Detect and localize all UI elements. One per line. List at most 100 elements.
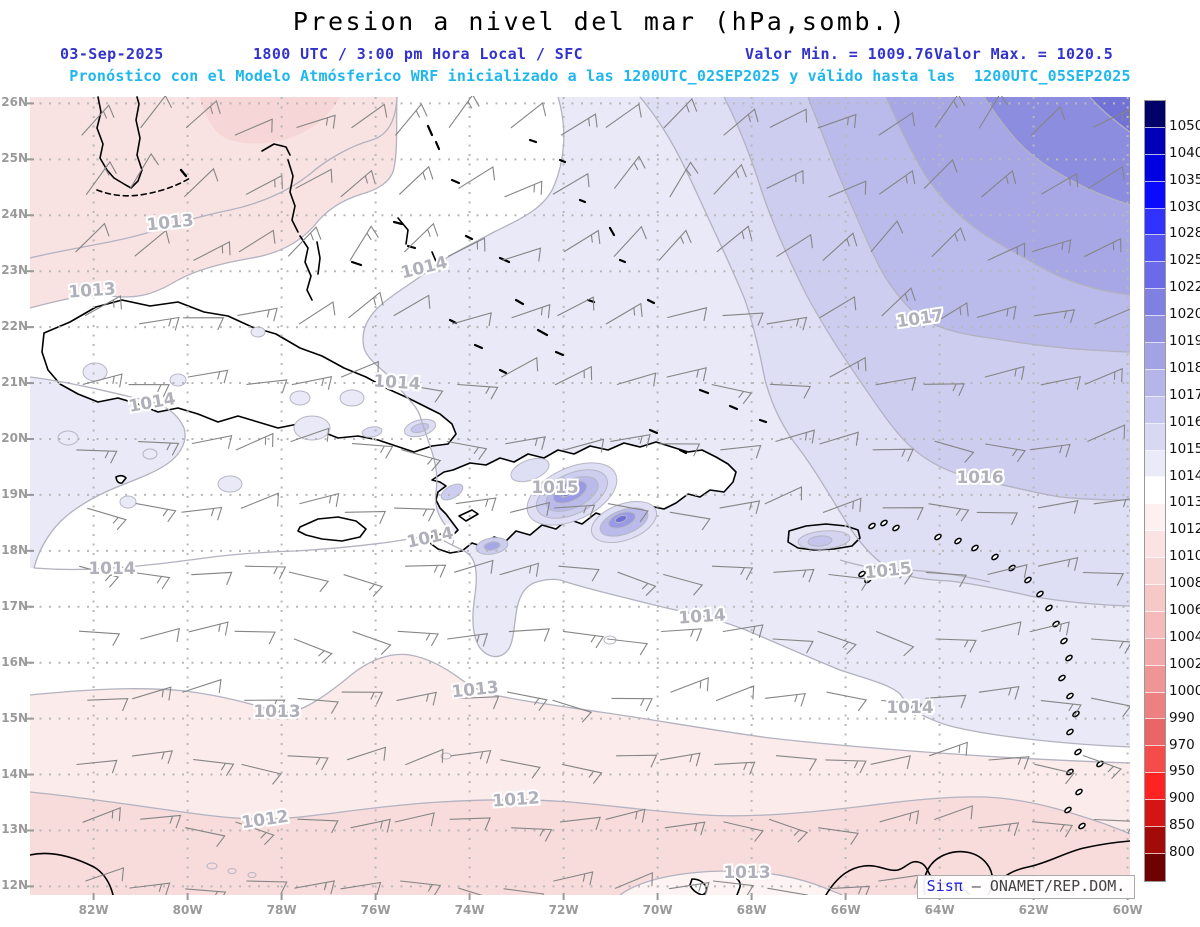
isobar-label: 1014 <box>886 698 933 718</box>
colorbar-tick-label: 970 <box>1169 736 1195 753</box>
colorbar-tick-label: 1002 <box>1169 655 1200 672</box>
colorbar-tick-label: 800 <box>1169 844 1195 861</box>
value-min-label: Valor Min. = 1009.76 <box>745 45 934 63</box>
colorbar-segment <box>1145 477 1165 505</box>
colorbar-segment <box>1145 127 1165 155</box>
isobar-label: 1013 <box>723 863 770 883</box>
colorbar-tick-label: 1017 <box>1169 386 1200 403</box>
colorbar-tick-label: 1028 <box>1169 225 1200 242</box>
isobar-label: 1013 <box>253 702 300 722</box>
colorbar-tick-label: 1013 <box>1169 494 1200 511</box>
colorbar-tick-label: 990 <box>1169 709 1195 726</box>
isobar-label: 1014 <box>88 559 135 579</box>
isobar-label: 1015 <box>531 478 578 498</box>
colorbar-segment <box>1145 800 1165 828</box>
colorbar-segment <box>1145 450 1165 478</box>
colorbar-segment <box>1145 692 1165 720</box>
lat-label: 23N <box>1 263 28 278</box>
colorbar-tick-label: 1040 <box>1169 144 1200 161</box>
lat-label: 19N <box>1 486 28 501</box>
lat-label: 16N <box>1 654 28 669</box>
colorbar-segment <box>1145 773 1165 801</box>
lat-label: 12N <box>1 878 28 893</box>
lon-label: 74W <box>454 903 485 917</box>
wind-barbs <box>75 96 1130 895</box>
lat-label: 22N <box>1 319 28 334</box>
colorbar-segment <box>1145 853 1165 881</box>
lat-label: 24N <box>1 207 28 222</box>
colorbar-tick-label: 1020 <box>1169 306 1200 323</box>
lat-label: 13N <box>1 822 28 837</box>
colorbar <box>1144 100 1166 882</box>
lon-label: 70W <box>642 903 673 917</box>
lat-label: 15N <box>1 710 28 725</box>
lon-label: 76W <box>360 903 391 917</box>
colorbar-segment <box>1145 369 1165 397</box>
colorbar-segment <box>1145 101 1165 128</box>
lon-label: 82W <box>78 903 109 917</box>
isobar-label: 1012 <box>492 788 541 811</box>
isobar-label: 1013 <box>68 279 117 302</box>
colorbar-segment <box>1145 181 1165 209</box>
lon-label: 68W <box>736 903 767 917</box>
colorbar-segment <box>1145 585 1165 612</box>
colorbar-tick-label: 1000 <box>1169 682 1200 699</box>
attribution-text: – ONAMET/REP.DOM. <box>962 877 1126 895</box>
colorbar-segment <box>1145 423 1165 451</box>
colorbar-segment <box>1145 154 1165 182</box>
lon-label: 60W <box>1112 903 1143 917</box>
valid-time-level: 1800 UTC / 3:00 pm Hora Local / SFC <box>253 45 584 63</box>
lon-label: 66W <box>830 903 861 917</box>
lesser-antilles-islands <box>858 519 1104 830</box>
colorbar-segment <box>1145 611 1165 639</box>
lat-label: 21N <box>1 375 28 390</box>
colorbar-segment <box>1145 746 1165 774</box>
colorbar-tick-label: 1019 <box>1169 333 1200 350</box>
colorbar-segment <box>1145 289 1165 317</box>
colorbar-tick-label: 1018 <box>1169 359 1200 376</box>
lat-label: 20N <box>1 430 28 445</box>
colorbar-tick-label: 1012 <box>1169 521 1200 538</box>
colorbar-segment <box>1145 719 1165 747</box>
colorbar-tick-label: 1022 <box>1169 279 1200 296</box>
lon-label: 78W <box>266 903 297 917</box>
lat-label: 25N <box>1 151 28 166</box>
colorbar-tick-label: 1015 <box>1169 440 1200 457</box>
colorbar-tick-label: 1008 <box>1169 575 1200 592</box>
colorbar-segment <box>1145 638 1165 666</box>
colorbar-tick-label: 1004 <box>1169 628 1200 645</box>
colorbar-segment <box>1145 558 1165 586</box>
colorbar-segment <box>1145 208 1165 236</box>
isobar-label: 1014 <box>678 605 727 628</box>
colorbar-segment <box>1145 235 1165 263</box>
lon-label: 62W <box>1018 903 1049 917</box>
small-cays <box>350 124 768 455</box>
forecast-note: Pronóstico con el Modelo Atmósferico WRF… <box>69 67 1131 85</box>
lat-label: 18N <box>1 542 28 557</box>
lat-label: 17N <box>1 598 28 613</box>
colorbar-tick-label: 1035 <box>1169 171 1200 188</box>
attribution-brand: Sisπ <box>926 877 963 895</box>
colorbar-tick-label: 1010 <box>1169 548 1200 565</box>
attribution-box: Sisπ – ONAMET/REP.DOM. <box>917 875 1135 899</box>
isobar-label: 1014 <box>373 371 422 394</box>
colorbar-tick-label: 1030 <box>1169 198 1200 215</box>
local-pressure-maxima <box>57 326 851 878</box>
lon-label: 64W <box>924 903 955 917</box>
axis-ticks <box>27 102 1129 900</box>
colorbar-segment <box>1145 504 1165 532</box>
lat-label: 26N <box>1 95 28 110</box>
value-max-label: Valor Max. = 1020.5 <box>934 45 1114 63</box>
colorbar-segment <box>1145 316 1165 344</box>
colorbar-tick-label: 1014 <box>1169 467 1200 484</box>
colorbar-segment <box>1145 262 1165 290</box>
isobar-label: 1014 <box>127 389 177 417</box>
pressure-shading <box>30 97 1130 895</box>
lon-label: 72W <box>548 903 579 917</box>
colorbar-tick-label: 900 <box>1169 790 1195 807</box>
graticule <box>30 97 1130 895</box>
colorbar-segment <box>1145 665 1165 693</box>
colorbar-segment <box>1145 343 1165 370</box>
